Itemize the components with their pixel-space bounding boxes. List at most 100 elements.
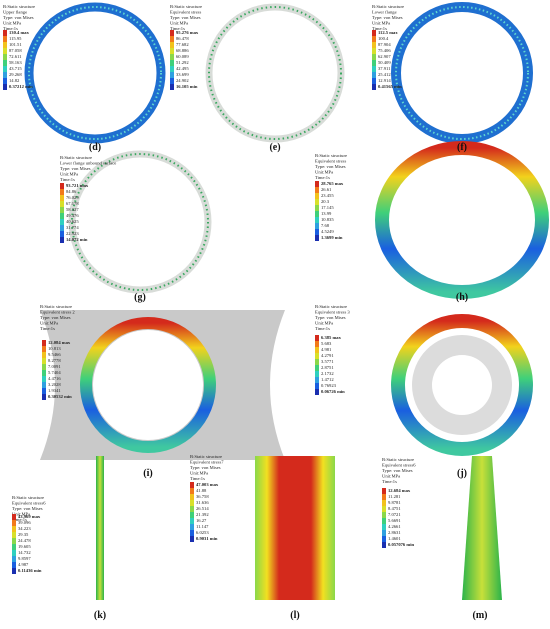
legend-swatch — [12, 544, 16, 550]
legend-label: 14.072 min — [66, 237, 88, 242]
legend-label: 9.8781 — [388, 500, 401, 505]
legend-label: 1.4601 — [388, 536, 401, 541]
panel-label: (l) — [290, 610, 299, 621]
legend-label: 33.699 — [176, 72, 189, 77]
legend-label: 2.8631 — [388, 530, 401, 535]
legend-label: 84.86 — [66, 189, 77, 194]
header-line: Time:1s — [40, 326, 55, 331]
bolt-holes — [71, 153, 209, 291]
bolt-holes — [28, 6, 162, 140]
header-line: Time:1s — [315, 326, 330, 331]
header-line: B:Static structure — [382, 457, 414, 462]
legend-label: 4.2791 — [321, 353, 334, 358]
header-line: Type: von Mises — [382, 468, 413, 473]
legend-label: 68.886 — [176, 48, 189, 53]
legend-swatch — [3, 36, 7, 42]
legend-label: 5.683 — [321, 341, 332, 346]
legend-label: 12.914 — [378, 78, 391, 83]
tower — [96, 456, 104, 600]
legend-swatch — [170, 60, 174, 66]
header-line: B:Static structure — [12, 495, 44, 500]
header-line: Time:1s — [60, 177, 75, 182]
legend-label: 67.178 — [66, 201, 79, 206]
legend-label: 2.1732 — [321, 371, 334, 376]
header-line: Unit:MPa — [3, 21, 21, 26]
legend-swatch — [12, 514, 16, 520]
legend-label: 0.37212 min — [9, 84, 33, 89]
legend-label: 4.2661 — [388, 524, 401, 529]
header-line: Type: von Mises — [40, 315, 71, 320]
legend-swatch — [315, 383, 319, 389]
legend-label: 14.732 — [18, 550, 31, 555]
legend-swatch — [315, 223, 319, 229]
header-line: B:Static structure — [170, 4, 202, 9]
bolt-holes — [395, 6, 529, 140]
legend-label: 8.2778 — [48, 358, 61, 363]
legend-swatch — [315, 235, 319, 241]
legend-label: 20.3 — [321, 199, 330, 204]
legend-swatch — [60, 225, 64, 231]
legend-swatch — [170, 54, 174, 60]
legend-swatch — [3, 54, 7, 60]
legend-label: 41.88 — [196, 488, 207, 493]
legend-label: 0.30532 min — [48, 394, 72, 399]
legend-swatch — [170, 42, 174, 48]
bore — [93, 330, 203, 440]
legend-swatch — [60, 183, 64, 189]
legend-label: 10.835 — [321, 217, 334, 222]
header-line: B:Static structure — [190, 454, 222, 459]
legend-label: 36.758 — [196, 494, 209, 499]
panel-label: (k) — [94, 610, 106, 621]
legend-label: 16.105 min — [176, 84, 198, 89]
bolt-holes — [208, 6, 342, 140]
legend-label: 72.611 — [9, 54, 22, 59]
legend-swatch — [315, 229, 319, 235]
panel-label: (d) — [89, 142, 101, 153]
legend-swatch — [190, 524, 194, 530]
header-line: Type: von Mises — [60, 166, 91, 171]
legend-label: 4.5249 — [321, 229, 334, 234]
legend-label: 24.478 — [18, 538, 31, 543]
legend-label: 7.0721 — [388, 512, 401, 517]
legend-swatch — [382, 518, 386, 524]
legend-label: 5.7404 — [48, 370, 61, 375]
legend-label: 77.682 — [176, 42, 189, 47]
legend-label: 37.911 — [378, 66, 391, 71]
legend-swatch — [315, 377, 319, 383]
legend-swatch — [372, 30, 376, 36]
legend-label: 25.412 — [378, 72, 391, 77]
legend-swatch — [190, 494, 194, 500]
legend-swatch — [12, 568, 16, 574]
header-line: Equivalent stress — [170, 10, 201, 15]
panel-label: (e) — [269, 142, 280, 153]
legend-label: 87.058 — [9, 48, 22, 53]
legend-label: 11.281 — [388, 494, 401, 499]
legend-label: 23.455 — [321, 193, 334, 198]
panel-label: (i) — [143, 468, 152, 479]
legend-swatch — [170, 78, 174, 84]
header-line: Equivalent stress7 — [190, 460, 224, 465]
legend-label: 42.495 — [176, 66, 189, 71]
legend-label: 115.95 — [9, 36, 22, 41]
legend-label: 8.4751 — [388, 506, 401, 511]
legend-label: 58.327 — [66, 207, 79, 212]
legend-swatch — [12, 556, 16, 562]
header-line: Time:1s — [190, 476, 205, 481]
legend-swatch — [382, 488, 386, 494]
legend-swatch — [3, 48, 7, 54]
legend-swatch — [3, 72, 7, 78]
legend-label: 100.4 — [378, 36, 389, 41]
legend-label: 11.147 — [196, 524, 209, 529]
legend-swatch — [190, 518, 194, 524]
header-line: B:Static structure — [60, 155, 92, 160]
legend-swatch — [42, 394, 46, 400]
legend-label: 40.625 — [66, 219, 79, 224]
legend-swatch — [3, 30, 7, 36]
legend-swatch — [12, 526, 16, 532]
header-line: Type: von Mises — [3, 15, 34, 20]
legend-label: 62.907 — [378, 54, 391, 59]
header-line: Unit:MPa — [60, 172, 78, 177]
legend-swatch — [42, 382, 46, 388]
legend-label: 9.5466 — [48, 352, 61, 357]
legend-swatch — [372, 66, 376, 72]
